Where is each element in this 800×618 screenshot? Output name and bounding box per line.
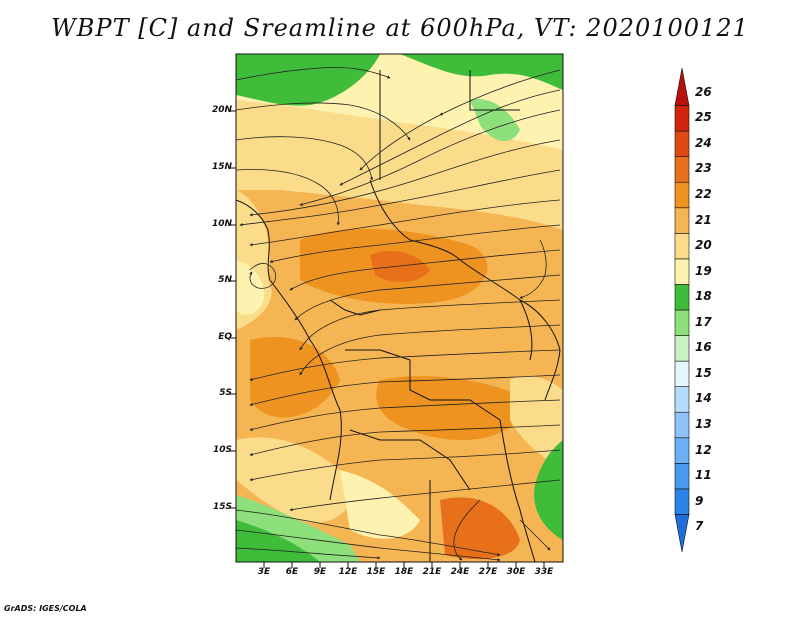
border-congo	[345, 349, 501, 421]
colorbar-label: 26	[695, 84, 712, 99]
green-south-east	[534, 440, 563, 540]
colorbar-swatch	[674, 437, 690, 464]
colorbar-label: 23	[695, 161, 712, 176]
colorbar-label: 12	[695, 442, 712, 457]
border-west-coast	[269, 279, 342, 501]
lon-label-15e: 15E	[366, 567, 386, 577]
colorbar-swatch	[674, 67, 690, 106]
west-coast-pale	[236, 260, 265, 315]
lat-label-10s: 10S	[212, 445, 232, 455]
central-dark-orange	[370, 250, 430, 282]
lat-label-15n: 15N	[211, 162, 232, 172]
streamlines	[236, 67, 561, 562]
colorbar-label: 18	[695, 289, 712, 304]
lat-ticks	[230, 110, 236, 509]
colorbar-swatch	[674, 105, 690, 132]
colorbar-label: 7	[695, 519, 704, 534]
south-west-yellow	[236, 437, 352, 523]
lat-label-5s: 5S	[219, 388, 232, 398]
colorbar-swatch	[674, 258, 690, 285]
colorbar-swatch	[674, 463, 690, 490]
lon-label-9e: 9E	[313, 567, 327, 577]
colorbar-swatch	[674, 335, 690, 362]
border-coast	[236, 199, 271, 281]
lon-label-12e: 12E	[338, 567, 358, 577]
south-pale	[340, 470, 420, 539]
colorbar-swatch	[674, 207, 690, 234]
wbpt-field	[236, 54, 563, 562]
lon-ticks	[263, 562, 545, 568]
green-north-east	[400, 54, 563, 90]
border-libya-egypt	[469, 70, 520, 111]
lon-label-6e: 6E	[285, 567, 299, 577]
colorbar-swatch	[674, 386, 690, 413]
east-yellow	[510, 375, 563, 470]
colorbar-label: 13	[695, 417, 712, 431]
lat-label-5n: 5N	[218, 275, 232, 285]
lat-label-15s: 15S	[212, 502, 232, 512]
colorbar-swatch	[674, 233, 690, 260]
border-sudan	[459, 259, 533, 361]
colorbar-label: 19	[695, 263, 712, 278]
south-east-dark-orange	[440, 497, 520, 560]
lon-label-21e: 21E	[422, 567, 442, 577]
colorbar-label: 24	[695, 135, 712, 150]
lat-label-eq: EQ	[218, 332, 232, 342]
colorbar-swatch	[674, 130, 690, 157]
lat-label-20n: 20N	[211, 105, 232, 115]
colorbar-label: 17	[695, 314, 712, 329]
colorbar-swatch	[674, 488, 690, 515]
colorbar-swatch	[674, 181, 690, 209]
colorbar-label: 21	[695, 212, 712, 227]
lon-label-24e: 24E	[450, 567, 470, 577]
lat-label-10n: 10N	[211, 219, 232, 229]
lon-label-3e: 3E	[257, 567, 271, 577]
colorbar	[674, 67, 690, 553]
lon-label-30e: 30E	[506, 567, 526, 577]
credit-text: GrADS: IGES/COLA	[4, 604, 87, 613]
green-north-west	[236, 54, 380, 106]
colorbar-label: 14	[695, 391, 712, 406]
west-orange	[250, 336, 340, 418]
colorbar-swatch	[674, 514, 690, 553]
colorbar-label: 15	[695, 365, 712, 380]
border-chad	[369, 179, 461, 261]
lon-label-33e: 33E	[534, 567, 554, 577]
colorbar-swatch	[674, 284, 690, 311]
colorbar-label: 9	[695, 493, 704, 508]
green-south-west	[236, 520, 320, 562]
colorbar-swatch	[674, 411, 690, 439]
colorbar-swatch	[674, 360, 690, 387]
colorbar-label: 22	[695, 187, 712, 201]
map-title: WBPT [C] and Sreamline at 600hPa, VT: 20…	[51, 14, 749, 42]
colorbar-label: 20	[695, 238, 712, 253]
border-angola	[349, 429, 471, 491]
lon-label-18e: 18E	[394, 567, 414, 577]
colorbar-label: 11	[695, 468, 712, 483]
colorbar-label: 25	[695, 110, 712, 125]
lon-label-27e: 27E	[478, 567, 498, 577]
border-east	[499, 419, 536, 562]
colorbar-label: 16	[695, 340, 712, 355]
colorbar-swatch	[674, 156, 690, 183]
colorbar-swatch	[674, 309, 690, 336]
map-frame	[235, 53, 564, 563]
border-central-1	[329, 299, 381, 316]
